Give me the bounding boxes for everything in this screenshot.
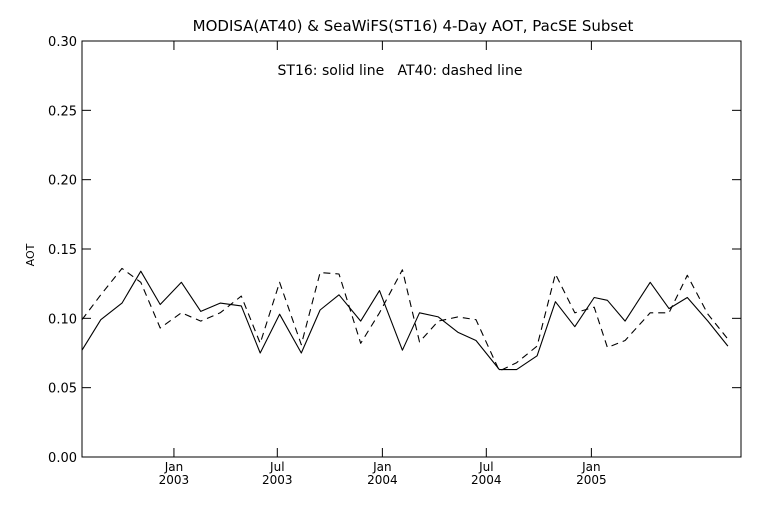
series-lines <box>81 267 729 372</box>
x-tick-year-label: 2003 <box>262 473 293 487</box>
series-legend-annotation: ST16: solid line AT40: dashed line <box>278 63 523 79</box>
x-tick-month-label: Jan <box>581 460 601 474</box>
x-tick-month-label: Jan <box>164 460 184 474</box>
y-tick-label: 0.20 <box>48 174 77 189</box>
x-tick-year-label: 2003 <box>159 473 190 487</box>
series-line-at40 <box>81 267 729 372</box>
y-tick-label: 0.10 <box>48 312 77 327</box>
x-tick-month-label: Jul <box>478 460 493 474</box>
y-tick-label: 0.00 <box>48 451 77 466</box>
y-tick-label: 0.05 <box>48 382 77 397</box>
y-axis-ticks: 0.00 0.05 0.10 0.15 0.20 0.25 0.30 <box>48 35 741 466</box>
x-tick-month-label: Jul <box>269 460 284 474</box>
y-axis-label: AOT <box>24 243 37 266</box>
x-tick-year-label: 2004 <box>471 473 502 487</box>
chart-title: MODISA(AT40) & SeaWiFS(ST16) 4-Day AOT, … <box>193 17 634 35</box>
plot-frame <box>81 40 742 458</box>
y-tick-label: 0.30 <box>48 35 77 50</box>
series-line-st16 <box>81 270 729 371</box>
y-tick-label: 0.25 <box>48 104 77 119</box>
x-tick-month-label: Jan <box>372 460 392 474</box>
y-tick-label: 0.15 <box>48 243 77 258</box>
x-tick-year-label: 2005 <box>576 473 607 487</box>
x-tick-year-label: 2004 <box>367 473 398 487</box>
